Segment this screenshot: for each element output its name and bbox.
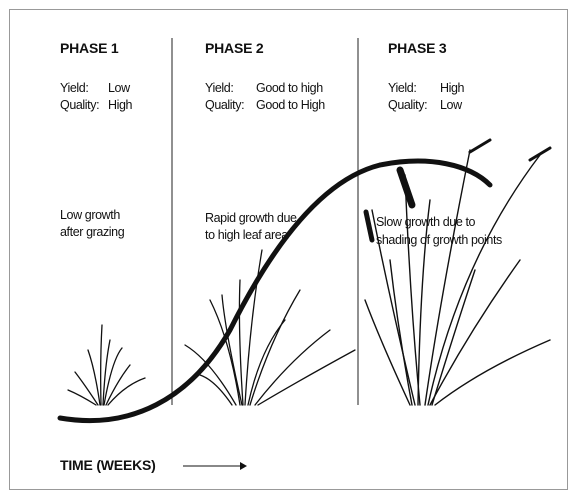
- quality-value: High: [108, 98, 133, 112]
- phase-title: PHASE 3: [388, 40, 447, 56]
- yield-label: Yield:: [388, 81, 416, 95]
- x-axis-label: TIME (WEEKS): [60, 457, 156, 473]
- yield-label: Yield:: [205, 81, 233, 95]
- yield-label: Yield:: [60, 81, 88, 95]
- phase-description: shading of growth points: [376, 233, 502, 247]
- phase-description: after grazing: [60, 225, 125, 239]
- phase-description: Low growth: [60, 208, 120, 222]
- phase-title: PHASE 1: [60, 40, 119, 56]
- yield-value: High: [440, 81, 465, 95]
- quality-value: Good to High: [256, 98, 325, 112]
- diagram: PHASE 1 Yield: Low Quality: High Low gro…: [0, 0, 577, 498]
- quality-label: Quality:: [388, 98, 427, 112]
- phase-description: Slow growth due to: [376, 215, 476, 229]
- phase-description: Rapid growth due: [205, 211, 297, 225]
- yield-value: Good to high: [256, 81, 323, 95]
- yield-value: Low: [108, 81, 131, 95]
- phase-title: PHASE 2: [205, 40, 264, 56]
- quality-label: Quality:: [60, 98, 99, 112]
- phase-description: to high leaf area: [205, 228, 288, 242]
- quality-label: Quality:: [205, 98, 244, 112]
- quality-value: Low: [440, 98, 463, 112]
